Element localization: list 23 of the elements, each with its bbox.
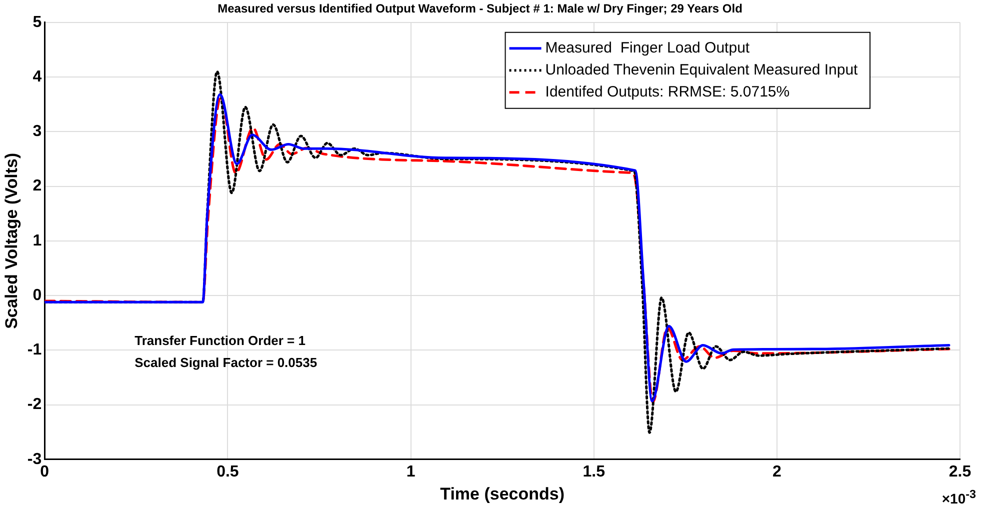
- x-tick-label: 1: [406, 463, 416, 480]
- y-tick-label: 5: [32, 14, 42, 31]
- legend-label: Measured Finger Load Output: [545, 40, 750, 57]
- legend-label: Identifed Outputs: RRMSE: 5.0715%: [545, 84, 790, 101]
- y-tick-label: 0: [32, 286, 42, 304]
- y-tick-label: 1: [32, 232, 42, 250]
- y-tick-label: -2: [27, 396, 42, 414]
- y-tick-label: -3: [27, 450, 42, 468]
- text: ×10$^{-3}$: [942, 488, 976, 507]
- x-tick-label: 2.5: [948, 463, 972, 480]
- y-axis-title: Scaled Voltage (Volts): [2, 152, 21, 329]
- x-axis-title: Time (seconds): [440, 484, 565, 504]
- annotation: Scaled Signal Factor = 0.0535: [134, 354, 318, 370]
- legend-label: Unloaded Thevenin Equivalent Measured Input: [545, 62, 859, 79]
- y-tick-label: 2: [32, 178, 42, 195]
- x-tick-label: 0.5: [216, 463, 239, 480]
- x-tick-label: 1.5: [582, 463, 606, 480]
- y-tick-label: 3: [32, 123, 42, 140]
- x-tick-label: 2: [772, 463, 782, 480]
- chart-title: Measured versus Identified Output Waveform - Subject # 1: Male w/ Dry Finger; 29 Years Old: [218, 2, 742, 16]
- y-tick-label: -1: [27, 342, 42, 359]
- y-tick-label: 4: [32, 68, 42, 86]
- annotation: Transfer Function Order = 1: [134, 332, 306, 348]
